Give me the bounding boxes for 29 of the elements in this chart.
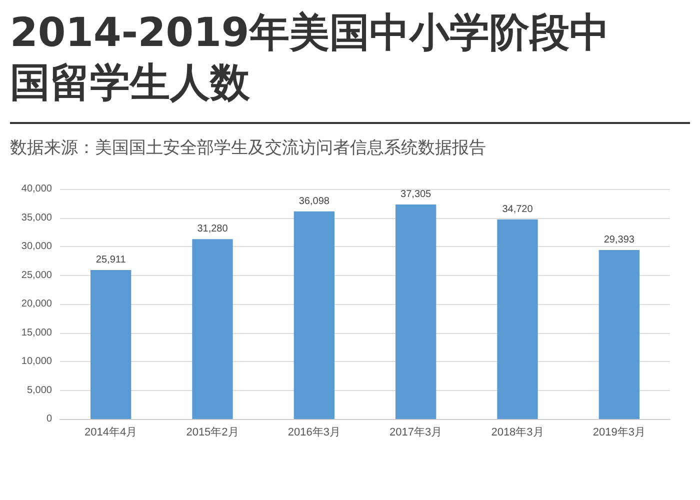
x-tick-label: 2018年3月 [491, 426, 544, 438]
x-tick-label: 2015年2月 [186, 426, 239, 438]
data-label: 36,098 [298, 196, 330, 207]
y-tick-label: 10,000 [21, 356, 52, 367]
bar [294, 211, 334, 419]
data-label: 34,720 [502, 204, 534, 215]
x-tick-label: 2016年3月 [288, 426, 340, 438]
y-tick-label: 0 [46, 414, 52, 424]
data-label: 37,305 [400, 188, 432, 200]
x-tick-label: 2014年4月 [84, 426, 138, 438]
bar [90, 270, 132, 419]
y-tick-label: 20,000 [21, 298, 52, 310]
y-tick-label: 35,000 [21, 212, 52, 224]
x-tick-label: 2019年3月 [592, 426, 646, 438]
data-label: 31,280 [197, 224, 228, 235]
source-note: 数据来源：美国国土安全部学生及交流访问者信息系统数据报告 [9, 137, 487, 159]
bar [192, 239, 233, 419]
data-label: 25,911 [96, 254, 126, 266]
y-tick-label: 15,000 [21, 327, 52, 338]
chart-title: 2014-2019年美国中小学阶段中国留学生人数 [9, 9, 610, 108]
y-tick-label: 25,000 [21, 270, 52, 281]
bar [396, 204, 436, 419]
y-tick-label: 40,000 [21, 184, 52, 194]
y-tick-label: 5,000 [26, 384, 52, 396]
bar [598, 250, 640, 419]
data-label: 29,393 [604, 234, 635, 246]
y-tick-label: 30,000 [21, 241, 52, 252]
bar [497, 219, 538, 419]
x-tick-label: 2017年3月 [390, 426, 442, 438]
